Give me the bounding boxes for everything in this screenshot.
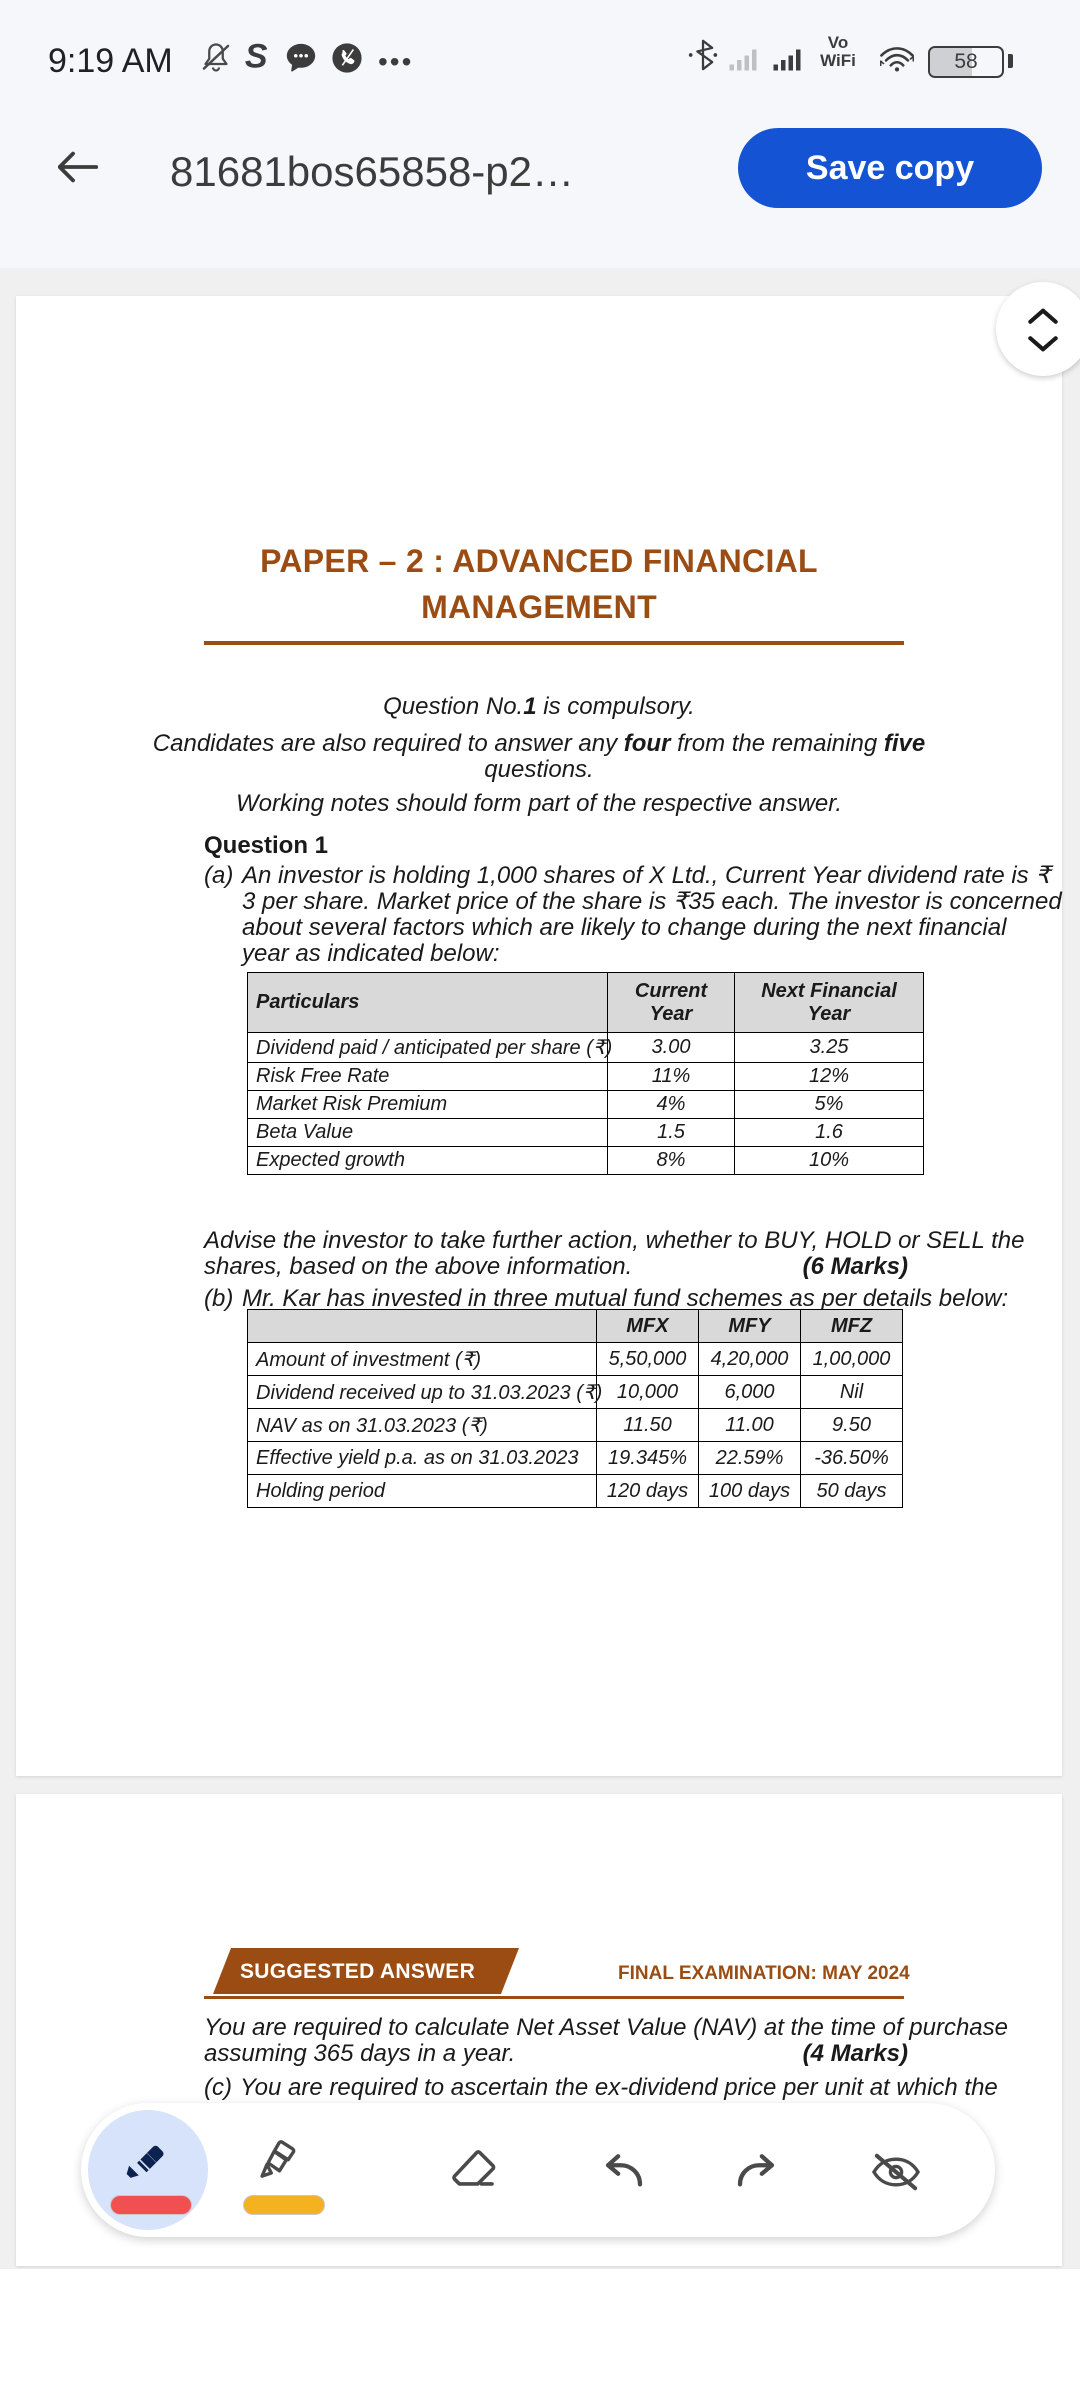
svg-text:S: S	[245, 37, 268, 75]
